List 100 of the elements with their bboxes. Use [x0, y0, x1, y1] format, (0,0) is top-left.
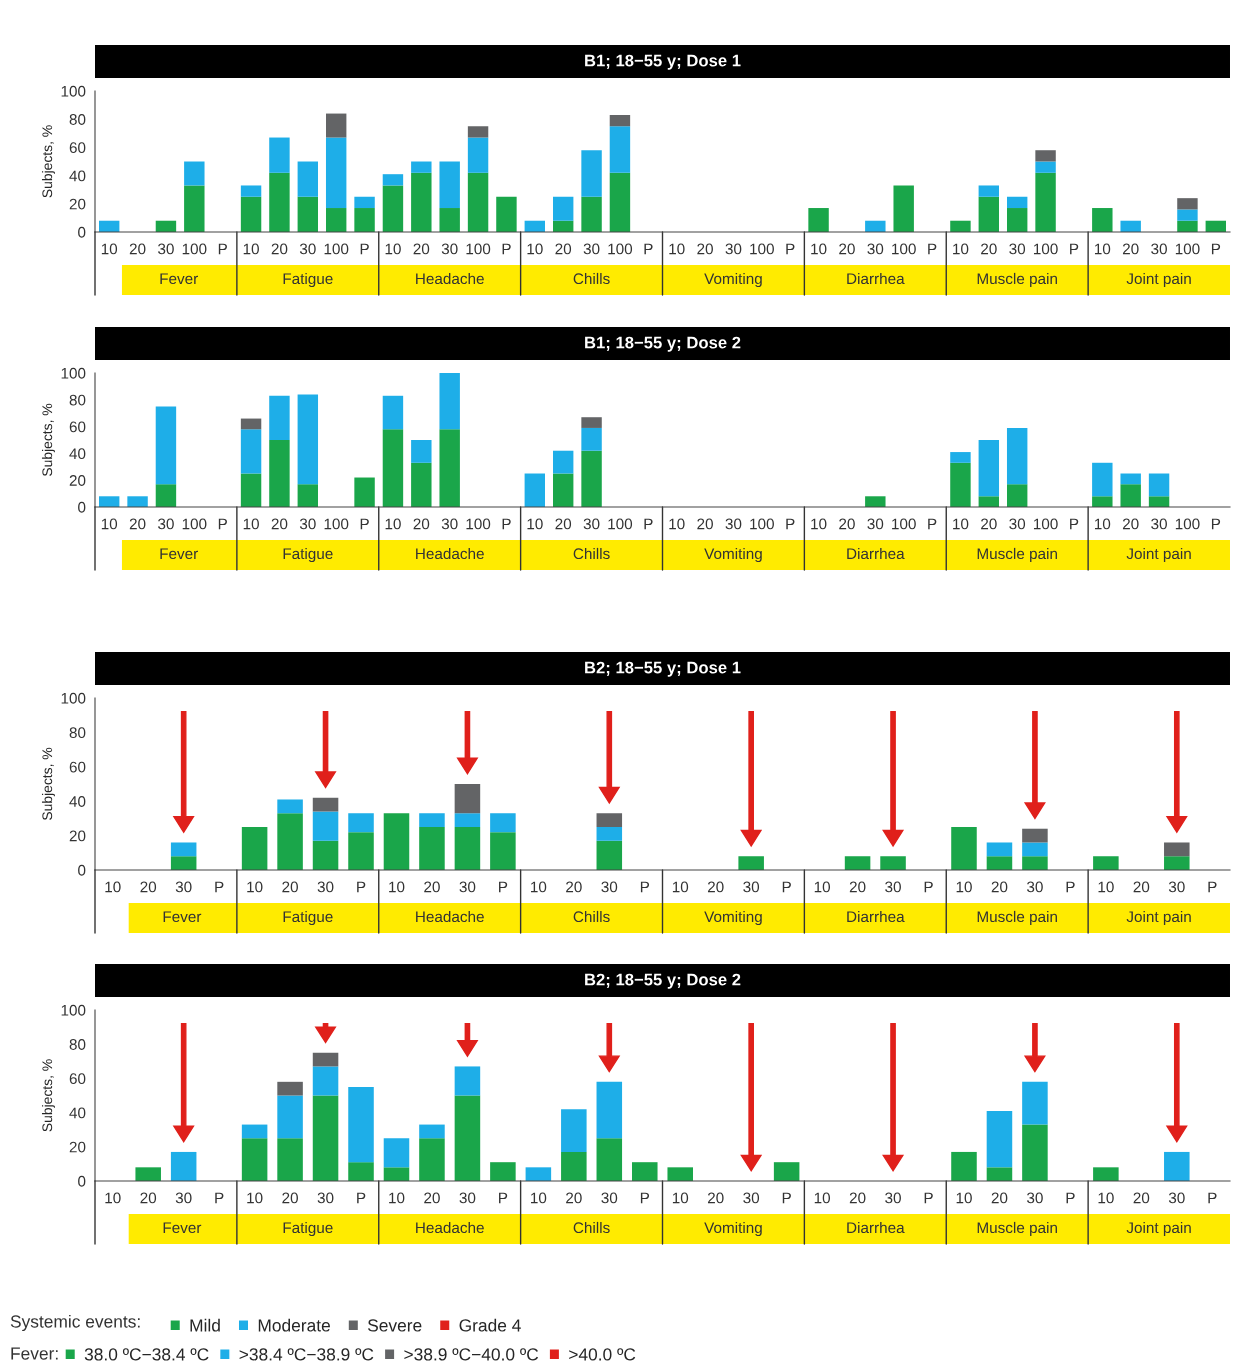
y-tick-label: 80: [69, 394, 86, 406]
text: Vomiting: [704, 1221, 762, 1237]
text: Diarrhea: [847, 272, 905, 285]
x-tick-label: P: [924, 881, 933, 893]
x-tick-label: 10: [669, 518, 685, 530]
legend-title: Systemic events:: [10, 1314, 140, 1332]
x-tick-label: 30: [459, 1192, 476, 1204]
bar: [1148, 473, 1170, 497]
x-tick-label: 30: [743, 881, 760, 893]
x-tick-label: 30: [175, 1192, 192, 1204]
x-tick-label: 100: [324, 243, 349, 255]
bar: [454, 1095, 481, 1181]
bar: [241, 827, 268, 870]
x-tick-label: 20: [849, 1192, 866, 1204]
bar: [383, 1167, 410, 1181]
text: Muscle pain: [977, 910, 1057, 926]
chart-title: B2; 18−55 y; Dose 1: [585, 661, 741, 677]
x-tick-label: 20: [1133, 1192, 1150, 1204]
x-tick-label: 20: [991, 1192, 1008, 1204]
bar: [561, 1151, 587, 1181]
legend-label: Grade 4: [459, 1318, 521, 1332]
x-tick-label: P: [786, 243, 795, 255]
bar: [240, 196, 262, 232]
x-tick-label: 100: [1033, 243, 1058, 255]
x-tick-label: 30: [1151, 518, 1167, 530]
y-tick-label: 40: [69, 796, 86, 807]
x-tick-label: P: [360, 243, 369, 255]
x-tick-label: 20: [697, 518, 713, 530]
x-tick-label: 30: [317, 1192, 334, 1204]
bar: [297, 196, 319, 232]
x-tick-label: 20: [424, 1192, 440, 1204]
x-tick-label: P: [1208, 881, 1217, 893]
bar: [467, 126, 489, 138]
y-tick-label: 20: [69, 1141, 86, 1153]
x-tick-label: 30: [441, 518, 458, 530]
x-tick-label: 30: [1009, 243, 1026, 255]
bar: [382, 185, 404, 232]
bar: [596, 1138, 623, 1181]
bar: [609, 126, 631, 173]
x-tick-label: 20: [129, 518, 146, 530]
x-tick-label: 30: [317, 881, 334, 893]
x-tick-label: 20: [413, 243, 430, 255]
bar: [155, 406, 177, 485]
x-tick-label: P: [1070, 518, 1079, 530]
bar: [419, 813, 445, 827]
text: Muscle pain: [977, 547, 1057, 563]
y-tick-label: 40: [69, 170, 86, 182]
text: Joint pain: [1126, 547, 1191, 563]
text: >40.0 ºC: [569, 1348, 636, 1361]
x-tick-label: 30: [459, 881, 476, 893]
bar: [596, 1081, 623, 1139]
bar: [411, 462, 432, 507]
bar: [581, 150, 602, 197]
y-tick-label: 60: [69, 761, 86, 773]
x-tick-label: 10: [105, 1192, 121, 1204]
bar: [609, 172, 631, 232]
text: Headache: [416, 910, 484, 923]
x-tick-label: 30: [725, 518, 742, 530]
x-tick-label: 20: [1122, 518, 1139, 530]
chart-title: B2; 18−55 y; Dose 2: [585, 973, 741, 989]
bar: [297, 484, 319, 507]
bar: [312, 797, 339, 812]
bar: [561, 1109, 587, 1152]
x-tick-label: 20: [991, 881, 1008, 893]
text: >38.9 ºC−40.0 ºC: [404, 1348, 539, 1361]
text: Chills: [573, 547, 610, 560]
bar: [1164, 856, 1190, 870]
x-tick-label: P: [782, 881, 791, 893]
bar: [978, 196, 1000, 232]
bar: [986, 1167, 1013, 1181]
x-tick-label: 30: [725, 243, 742, 255]
bar: [382, 174, 404, 186]
x-tick-label: P: [218, 518, 227, 530]
y-tick-label: 100: [61, 367, 86, 379]
bar: [170, 1151, 197, 1181]
x-tick-label: P: [357, 1192, 366, 1204]
bar: [467, 172, 489, 232]
text: Joint pain: [1126, 272, 1191, 288]
x-tick-label: 20: [282, 881, 298, 893]
text: Chills: [573, 1221, 610, 1234]
bar: [383, 813, 410, 870]
legend-label: Mild: [190, 1318, 220, 1332]
bar: [348, 832, 374, 870]
x-tick-label: 20: [707, 1192, 724, 1204]
bar: [155, 484, 177, 507]
bar: [348, 1086, 374, 1163]
y-tick-label: 0: [78, 1175, 86, 1187]
bar: [184, 185, 205, 232]
bar: [170, 842, 197, 857]
bar: [277, 813, 303, 870]
x-tick-label: 10: [531, 881, 547, 893]
x-tick-label: 30: [583, 518, 600, 530]
bar: [312, 1066, 339, 1096]
bar: [1092, 496, 1113, 507]
bar: [1022, 828, 1048, 843]
x-tick-label: 30: [175, 881, 192, 893]
bar: [411, 172, 432, 232]
bar: [978, 185, 1000, 197]
x-tick-label: P: [215, 1192, 224, 1204]
x-tick-label: 10: [672, 1192, 689, 1204]
